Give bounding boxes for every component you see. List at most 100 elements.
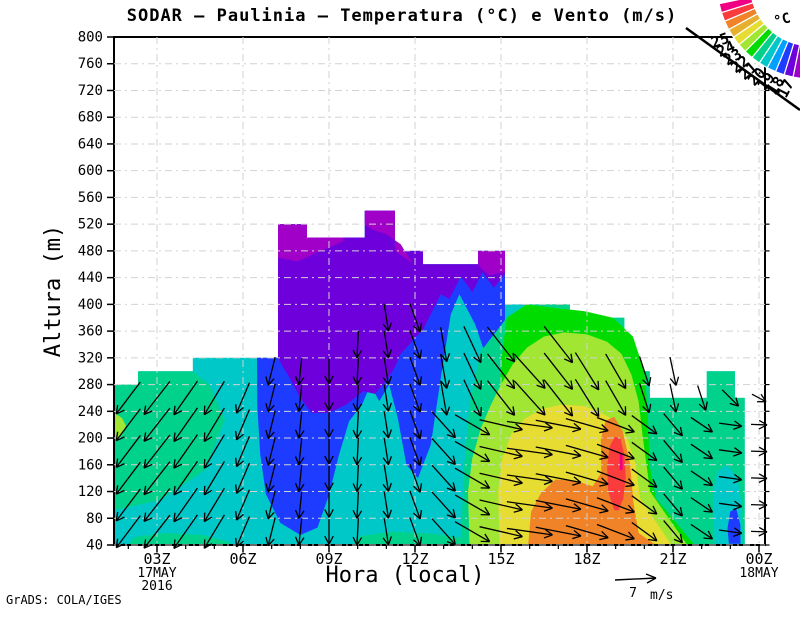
wind-arrow <box>463 379 482 417</box>
x-tick-label: 06Z <box>229 550 256 568</box>
wind-arrow <box>697 385 708 411</box>
wind-arrow <box>535 446 582 460</box>
wind-arrow <box>631 468 658 488</box>
wind-arrow <box>265 356 276 386</box>
wind-arrow <box>352 491 363 519</box>
x-tick-label: 00Z <box>745 550 772 568</box>
wind-arrow <box>143 380 171 416</box>
x-tick-label: 18Z <box>573 550 600 568</box>
wind-arrow <box>431 518 457 546</box>
fan-level-label-25: 25 <box>709 29 732 52</box>
wind-arrow <box>143 514 171 549</box>
wind-arrow <box>506 501 553 512</box>
wind-arrow <box>565 444 609 461</box>
wind-arrow <box>454 414 491 436</box>
contour-region-violet-core <box>278 210 505 413</box>
contour-region-coldest-cap-c <box>478 250 505 275</box>
wind-arrow <box>535 526 582 540</box>
wind-arrow <box>382 331 393 359</box>
contour-region-orange-blob <box>528 416 656 545</box>
wind-arrow <box>382 518 393 546</box>
chart-title: SODAR – Paulinia – Temperatura (°C) e Ve… <box>127 6 678 26</box>
wind-arrow <box>718 420 743 430</box>
wind-arrow <box>454 440 491 463</box>
x-tick-label: 12Z <box>401 550 428 568</box>
wind-arrow <box>173 487 198 523</box>
wind-arrow <box>324 465 334 491</box>
y-tick-label: 560 <box>78 190 103 206</box>
wind-arrow <box>506 527 553 539</box>
wind-vector-arrows <box>115 303 768 550</box>
wind-arrow <box>750 446 768 457</box>
wind-arrow <box>486 353 516 390</box>
y-tick-label: 520 <box>78 217 103 233</box>
x-tick-label: 09Z <box>315 550 342 568</box>
wind-arrow <box>173 460 198 496</box>
wind-arrow <box>235 382 251 414</box>
wind-arrow <box>203 461 225 496</box>
wind-arrow <box>596 470 635 488</box>
legend-unit-label: °C <box>772 10 792 30</box>
wind-arrow <box>565 524 609 541</box>
wind-arrow <box>605 353 627 390</box>
wind-arrow <box>203 487 225 523</box>
fan-level-label-24: 24 <box>714 37 738 61</box>
wind-arrow <box>750 500 768 510</box>
wind-arrow <box>294 518 305 546</box>
wind-arrow <box>265 490 276 520</box>
wind-arrow <box>631 415 658 435</box>
wind-arrow <box>352 384 363 412</box>
wind-arrow <box>574 378 600 418</box>
x-tick-label: 15Z <box>487 550 514 568</box>
wind-arrow <box>294 411 305 439</box>
wind-arrow <box>574 352 600 391</box>
wind-arrow <box>479 499 523 513</box>
wind-arrow <box>750 419 768 430</box>
wind-arrow <box>638 383 652 414</box>
wind-arrow <box>439 353 451 389</box>
wind-arrow <box>596 523 635 541</box>
fan-stick-line <box>685 26 800 112</box>
y-tick-label: 680 <box>78 110 103 126</box>
wind-arrow <box>431 491 457 519</box>
wind-arrow <box>479 526 523 540</box>
wind-arrow <box>324 412 334 438</box>
y-tick-label: 800 <box>78 30 103 46</box>
wind-arrow <box>352 357 363 386</box>
wind-arrow <box>115 381 141 415</box>
wind-arrow <box>352 411 363 439</box>
wind-arrow <box>115 461 141 495</box>
wind-arrow <box>565 498 609 514</box>
wind-arrow <box>235 435 251 468</box>
grads-watermark: GrADS: COLA/IGES <box>6 593 122 607</box>
wind-arrow <box>294 437 305 466</box>
wind-arrow <box>265 410 276 440</box>
wind-arrow <box>486 380 516 416</box>
wind-arrow <box>565 417 609 434</box>
wind-arrow <box>173 434 198 469</box>
wind-arrow <box>506 420 553 432</box>
y-tick-label: 240 <box>78 404 103 420</box>
wind-arrow <box>718 527 743 537</box>
y-tick-label: 160 <box>78 457 103 473</box>
wind-arrow <box>352 518 363 546</box>
wind-arrow <box>596 416 635 434</box>
wind-arrow <box>294 464 305 492</box>
x-tick-date-label: 18MAY <box>739 566 778 581</box>
wind-arrow <box>294 491 305 519</box>
y-tick-label: 200 <box>78 431 103 447</box>
wind-arrow <box>535 419 582 433</box>
wind-arrow <box>718 500 743 511</box>
wind-arrow <box>143 434 171 469</box>
wind-arrow <box>115 435 141 468</box>
wind-arrow <box>409 490 423 520</box>
wind-scale-value: 7 <box>629 586 637 601</box>
wind-arrow <box>235 462 251 494</box>
wind-arrow <box>294 384 305 412</box>
wind-arrow <box>750 526 768 537</box>
wind-arrow <box>431 464 457 492</box>
